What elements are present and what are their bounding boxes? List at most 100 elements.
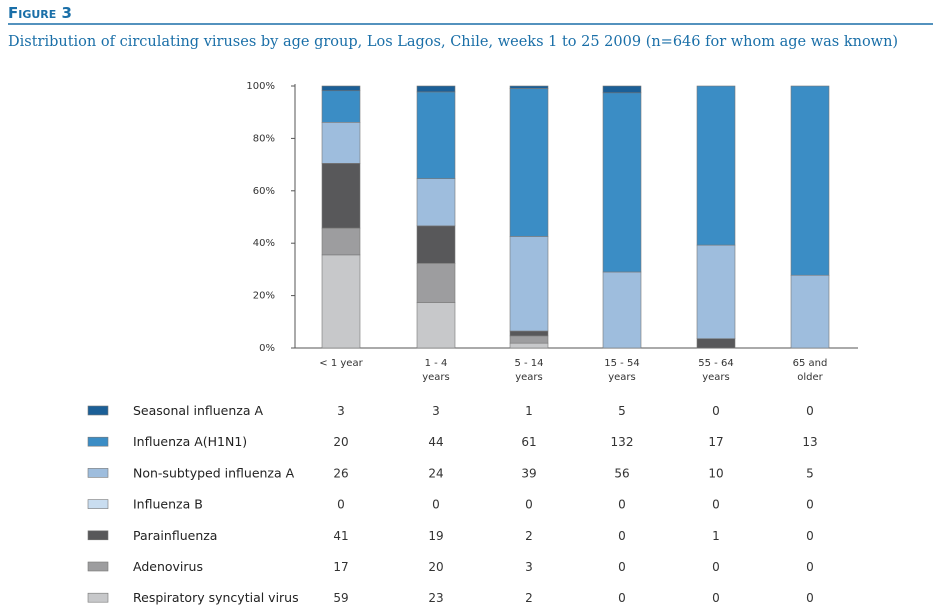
legend-swatch: [87, 436, 109, 447]
legend-swatch: [87, 405, 109, 416]
table-cell: 44: [428, 435, 443, 449]
table-cell: 0: [806, 404, 814, 418]
table-cell: 3: [432, 404, 440, 418]
y-tick-label: 100%: [246, 81, 275, 92]
bar-segment: [602, 92, 642, 273]
x-tick-label: older: [797, 372, 823, 383]
table-cell: 0: [618, 591, 626, 605]
bar-segment: [696, 338, 736, 349]
legend-label: Parainfluenza: [133, 528, 217, 543]
table-cell: 0: [712, 591, 720, 605]
table-cell: 0: [712, 560, 720, 574]
bar-segment: [321, 254, 361, 349]
bar-segment: [321, 122, 361, 164]
x-tick-label: 65 and: [793, 358, 828, 369]
table-cell: 1: [525, 404, 533, 418]
bar-segment: [416, 85, 456, 93]
table-cell: 1: [712, 529, 720, 543]
table-cell: 41: [333, 529, 348, 543]
bar-segment: [509, 335, 549, 344]
table-cell: 5: [806, 466, 814, 480]
table-cell: 56: [614, 466, 629, 480]
table-cell: 13: [802, 435, 817, 449]
table-cell: 0: [712, 404, 720, 418]
table-cell: 0: [712, 498, 720, 512]
table-cell: 17: [333, 560, 348, 574]
y-tick-label: 40%: [253, 238, 275, 249]
legend-label: Adenovirus: [133, 559, 203, 574]
table-cell: 3: [525, 560, 533, 574]
table-cell: 0: [618, 498, 626, 512]
table-cell: 59: [333, 591, 348, 605]
bar-segment: [602, 85, 642, 94]
x-tick-label: 55 - 64: [698, 358, 733, 369]
bar-segment: [416, 225, 456, 264]
y-tick-label: 20%: [253, 291, 275, 302]
table-cell: 0: [337, 498, 345, 512]
x-tick-label: years: [608, 372, 636, 383]
legend-swatch: [87, 499, 109, 509]
bar-segment: [416, 91, 456, 179]
chart-subtitle: Distribution of circulating viruses by a…: [8, 34, 898, 50]
table-cell: 20: [333, 435, 348, 449]
legend-label: Influenza B: [133, 497, 203, 512]
y-tick-label: 0%: [259, 343, 275, 354]
table-cell: 10: [708, 466, 723, 480]
table-cell: 0: [806, 529, 814, 543]
legend-label: Non-subtyped influenza A: [133, 465, 295, 480]
x-tick-label: 1 - 4: [425, 358, 448, 369]
table-cell: 2: [525, 529, 533, 543]
table-cell: 0: [525, 498, 533, 512]
table-cell: 3: [337, 404, 345, 418]
table-cell: 5: [618, 404, 626, 418]
table-cell: 19: [428, 529, 443, 543]
chart-title: Figure 3: [8, 4, 72, 22]
bar-segment: [321, 227, 361, 256]
table-cell: 20: [428, 560, 443, 574]
bar-segment: [416, 302, 456, 349]
bar-segment: [790, 274, 830, 349]
table-cell: 0: [618, 529, 626, 543]
y-tick-label: 80%: [253, 133, 275, 144]
bar-segment: [696, 85, 736, 246]
table-cell: 24: [428, 466, 443, 480]
bar-segment: [416, 262, 456, 303]
x-tick-label: 15 - 54: [604, 358, 639, 369]
table-cell: 17: [708, 435, 723, 449]
bar-segment: [509, 85, 549, 89]
bar-segment: [509, 342, 549, 349]
table-cell: 0: [618, 560, 626, 574]
bar-segment: [509, 88, 549, 237]
bar-segment: [696, 244, 736, 339]
table-cell: 0: [432, 498, 440, 512]
table-cell: 2: [525, 591, 533, 605]
table-cell: 132: [611, 435, 634, 449]
bar-segment: [790, 85, 830, 276]
table-cell: 0: [806, 498, 814, 512]
bar-segment: [602, 271, 642, 349]
table-cell: 39: [521, 466, 536, 480]
legend-label: Respiratory syncytial virus: [133, 590, 299, 605]
legend-label: Influenza A(H1N1): [133, 434, 247, 449]
table-cell: 61: [521, 435, 536, 449]
bar-segment: [509, 330, 549, 337]
legend-swatch: [87, 561, 109, 572]
table-cell: 23: [428, 591, 443, 605]
x-tick-label: 5 - 14: [514, 358, 543, 369]
y-tick-label: 60%: [253, 186, 275, 197]
bar-segment: [321, 85, 361, 92]
bar-segment: [509, 236, 549, 332]
table-cell: 0: [806, 560, 814, 574]
legend-swatch: [87, 530, 109, 541]
bar-segment: [321, 163, 361, 229]
table-cell: 0: [806, 591, 814, 605]
legend-swatch: [87, 468, 109, 478]
table-cell: 26: [333, 466, 348, 480]
x-tick-label: years: [702, 372, 730, 383]
bar-segment: [416, 178, 456, 227]
bar-segment: [321, 90, 361, 123]
x-tick-label: years: [422, 372, 450, 383]
legend-swatch: [87, 592, 109, 603]
x-tick-label: < 1 year: [319, 358, 363, 369]
